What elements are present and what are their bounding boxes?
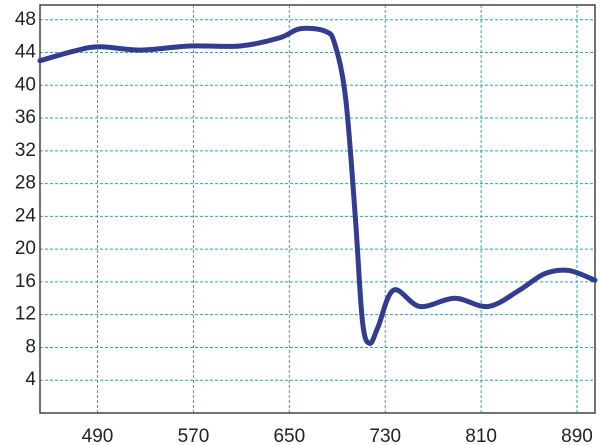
y-tick-label: 4 bbox=[25, 369, 36, 390]
plot-frame bbox=[39, 4, 596, 414]
y-tick-label: 16 bbox=[15, 271, 36, 292]
x-tick-label: 890 bbox=[561, 426, 593, 445]
y-tick-label: 12 bbox=[15, 304, 36, 325]
y-tick-label: 44 bbox=[15, 42, 37, 63]
y-tick-label: 48 bbox=[15, 9, 36, 30]
x-tick-label: 490 bbox=[82, 426, 114, 445]
y-tick-label: 8 bbox=[25, 336, 36, 357]
x-tick-label: 570 bbox=[178, 426, 210, 445]
y-tick-label: 36 bbox=[15, 107, 36, 128]
y-tick-label: 24 bbox=[15, 205, 37, 226]
x-tick-label: 730 bbox=[369, 426, 401, 445]
data-line bbox=[37, 25, 598, 346]
y-tick-label: 28 bbox=[15, 173, 36, 194]
y-tick-label: 20 bbox=[15, 238, 36, 259]
x-tick-label: 810 bbox=[465, 426, 497, 445]
x-tick-label: 650 bbox=[273, 426, 305, 445]
y-tick-label: 32 bbox=[15, 140, 36, 161]
y-tick-label: 40 bbox=[15, 74, 36, 95]
